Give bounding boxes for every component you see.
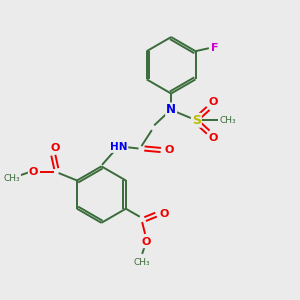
Text: O: O (208, 133, 218, 143)
Text: HN: HN (110, 142, 128, 152)
Text: O: O (50, 143, 59, 153)
Text: F: F (211, 43, 218, 53)
Text: O: O (165, 145, 174, 155)
Text: CH₃: CH₃ (220, 116, 236, 125)
Text: O: O (142, 237, 151, 247)
Text: N: N (166, 103, 176, 116)
Text: CH₃: CH₃ (134, 258, 150, 267)
Text: O: O (208, 98, 218, 107)
Text: S: S (192, 114, 201, 127)
Text: CH₃: CH₃ (4, 175, 20, 184)
Text: O: O (29, 167, 38, 176)
Text: O: O (160, 209, 169, 219)
